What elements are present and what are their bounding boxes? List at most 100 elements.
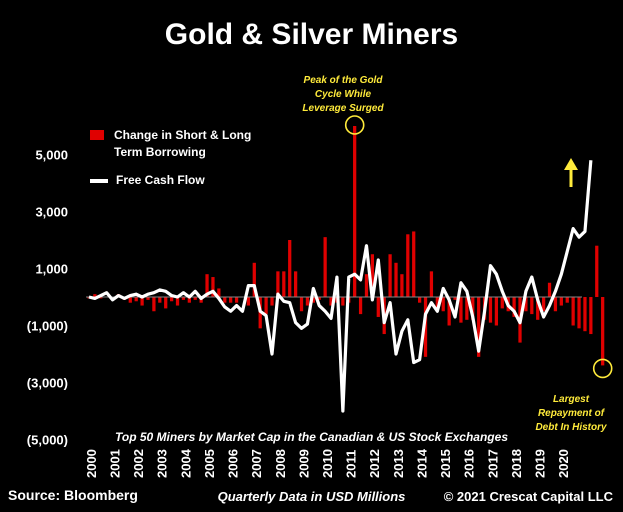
borrowing-bar	[465, 297, 469, 320]
x-tick-label: 2014	[415, 448, 430, 478]
borrowing-bar	[388, 254, 392, 297]
borrowing-bar	[400, 274, 404, 297]
borrowing-bar	[423, 297, 428, 357]
x-tick-label: 2006	[226, 449, 241, 478]
y-tick-label: 3,000	[35, 205, 68, 220]
borrowing-bar	[542, 297, 546, 312]
annotation-repay-line-2: Repayment of	[537, 408, 605, 419]
y-tick-label: (5,000)	[27, 433, 68, 448]
legend-swatch-line	[90, 179, 108, 183]
x-tick-label: 2012	[367, 449, 382, 478]
borrowing-bar	[589, 297, 593, 335]
borrowing-bar	[471, 297, 475, 320]
borrowing-bar	[264, 297, 268, 315]
borrowing-bar	[512, 297, 516, 317]
subtitle-top: Top 50 Miners by Market Cap in the Canad…	[115, 430, 508, 444]
legend-item-borrowing: Change in Short & Long Term Borrowing	[90, 127, 251, 161]
x-tick-label: 2000	[84, 449, 99, 478]
legend-label-borrowing-2: Term Borrowing	[114, 145, 206, 159]
borrowing-bar	[477, 297, 481, 357]
x-tick-label: 2018	[509, 449, 524, 478]
borrowing-bar	[299, 297, 304, 312]
x-tick-label: 2003	[155, 449, 170, 478]
subtitle-bottom: Quarterly Data in USD Millions	[217, 489, 406, 504]
borrowing-bar	[276, 271, 280, 297]
x-tick-label: 2009	[296, 449, 311, 478]
borrowing-bar	[577, 297, 581, 329]
x-tick-label: 2007	[249, 449, 264, 478]
repayment-marker-circle	[592, 358, 613, 379]
legend-swatch-bar	[90, 130, 104, 140]
borrowing-bar	[358, 297, 363, 315]
borrowing-bar	[288, 240, 292, 297]
source-label: Source: Bloomberg	[8, 487, 138, 503]
annotation-repay-line-1: Largest	[552, 394, 590, 405]
borrowing-bar	[601, 297, 605, 366]
borrowing-bar	[193, 297, 197, 300]
y-tick-label: 1,000	[35, 262, 68, 277]
annotation-peak: Peak of the Gold Cycle While Leverage Su…	[288, 74, 398, 116]
borrowing-bar	[524, 297, 528, 312]
x-axis: 2000 2001 2002 2003 2004 2005 2006 2007 2008 2009…	[84, 448, 571, 478]
borrowing-bar	[140, 297, 144, 306]
legend-item-fcf: Free Cash Flow	[90, 172, 205, 189]
borrowing-bar	[412, 231, 416, 297]
borrowing-bar	[282, 271, 286, 297]
borrowing-bar	[305, 297, 310, 306]
borrowing-bar	[595, 245, 599, 297]
borrowing-bar	[565, 297, 569, 303]
annotation-repayment: Largest Repayment of Debt In History	[516, 393, 623, 435]
borrowing-bar	[394, 262, 398, 297]
borrowing-bar	[453, 297, 457, 300]
borrowing-bar	[459, 297, 463, 323]
x-tick-label: 2019	[533, 449, 548, 478]
borrowing-bar	[175, 297, 180, 306]
borrowing-bar	[488, 297, 493, 323]
borrowing-bar	[536, 297, 540, 320]
x-tick-label: 2017	[485, 449, 500, 478]
borrowing-bar	[441, 297, 445, 312]
copyright-label: © 2021 Crescat Capital LLC	[443, 489, 613, 504]
y-axis: 5,000 3,000 1,000 (1,000) (3,000) (5,000)	[27, 148, 68, 448]
x-tick-label: 2008	[273, 449, 288, 478]
borrowing-bar	[217, 288, 221, 297]
up-arrow-icon	[564, 158, 578, 187]
legend-label-fcf: Free Cash Flow	[116, 173, 205, 187]
x-tick-label: 2004	[178, 448, 193, 478]
x-tick-label: 2016	[462, 449, 477, 478]
x-tick-label: 2010	[320, 449, 335, 478]
borrowing-bar	[99, 297, 103, 299]
borrowing-bar	[146, 297, 150, 300]
borrowing-bar	[317, 297, 321, 300]
annotation-repay-line-3: Debt In History	[535, 422, 607, 433]
borrowing-bar	[252, 262, 256, 297]
borrowing-bar	[547, 282, 552, 297]
borrowing-bar	[211, 277, 215, 297]
borrowing-bar	[500, 297, 504, 309]
free-cash-flow-line	[88, 160, 593, 413]
x-tick-label: 2013	[391, 449, 406, 478]
y-tick-label: (3,000)	[27, 376, 68, 391]
borrowing-bar	[170, 297, 174, 302]
borrowing-bar	[353, 126, 357, 297]
borrowing-bar	[571, 297, 575, 326]
borrowing-bar	[530, 297, 534, 315]
borrowing-bar	[429, 271, 434, 297]
borrowing-bar	[229, 297, 233, 303]
chart-title: Gold & Silver Miners	[164, 18, 459, 51]
borrowing-bar	[364, 274, 369, 297]
borrowing-bar	[128, 297, 132, 303]
peak-marker-circle	[344, 115, 365, 135]
annotation-peak-line-3: Leverage Surged	[302, 103, 384, 114]
x-tick-label: 2005	[202, 449, 217, 478]
annotation-markers	[344, 115, 613, 379]
borrowing-bar	[494, 297, 499, 326]
borrowing-bar	[294, 271, 298, 297]
borrowing-bar	[583, 297, 587, 332]
y-tick-label: (1,000)	[27, 319, 68, 334]
borrowing-bar	[270, 297, 274, 306]
borrowing-bar	[164, 297, 168, 309]
borrowing-bar	[418, 297, 422, 303]
